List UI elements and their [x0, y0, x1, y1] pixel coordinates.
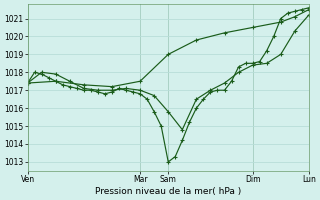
X-axis label: Pression niveau de la mer( hPa ): Pression niveau de la mer( hPa ) — [95, 187, 241, 196]
